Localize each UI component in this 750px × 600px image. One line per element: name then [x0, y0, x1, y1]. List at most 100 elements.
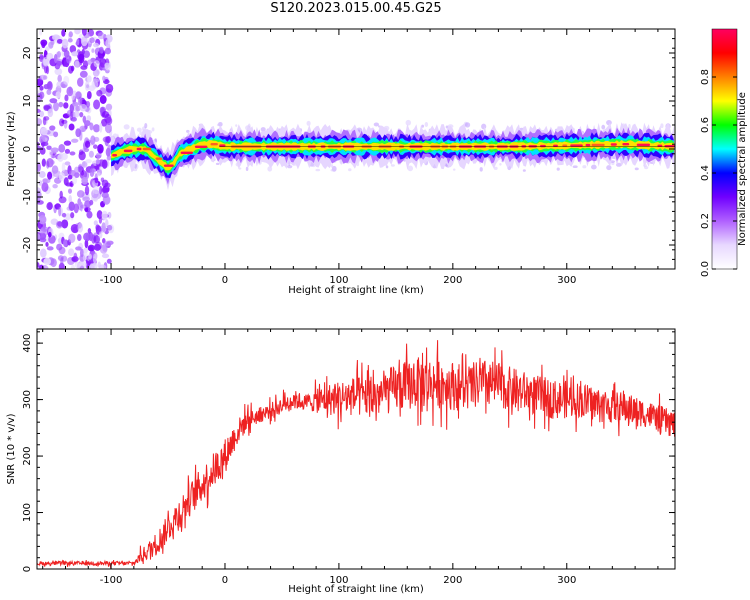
- noise-blob: [37, 46, 43, 53]
- noise-blob: [81, 177, 88, 185]
- noise-blob: [73, 203, 79, 214]
- noise-blob: [86, 90, 92, 100]
- noise-blob: [64, 148, 71, 154]
- colorbar-tick-label: 0.0: [700, 261, 711, 277]
- noise-blob: [63, 102, 69, 109]
- noise-blob: [80, 36, 88, 47]
- noise-blob: [56, 60, 62, 66]
- noise-blob: [54, 68, 63, 76]
- noise-blob: [93, 60, 100, 68]
- noise-blob: [53, 101, 59, 112]
- noise-blob: [59, 190, 63, 199]
- noise-blob: [42, 56, 50, 67]
- noise-blob: [89, 168, 95, 177]
- noise-blob: [74, 166, 80, 175]
- spectrogram-marks: [37, 29, 675, 269]
- noise-blob: [84, 81, 90, 91]
- x-tick-label: 0: [222, 275, 228, 286]
- y-tick-label: 10: [22, 95, 33, 108]
- noise-blob: [107, 211, 112, 219]
- y-tick-label: -20: [22, 237, 33, 253]
- noise-blob: [91, 48, 95, 53]
- noise-blob: [72, 101, 79, 107]
- noise-blob: [93, 220, 98, 226]
- noise-blob: [58, 144, 66, 153]
- faint-dot: [133, 168, 138, 172]
- noise-blob: [84, 185, 90, 196]
- noise-blob: [93, 42, 100, 48]
- noise-blob: [82, 60, 89, 68]
- noise-blob: [46, 81, 52, 89]
- noise-blob: [68, 123, 75, 131]
- noise-blob: [47, 108, 54, 118]
- noise-blob: [63, 239, 68, 247]
- x-tick-label: 0: [222, 575, 228, 586]
- y-tick-label: 0: [22, 146, 33, 152]
- noise-blob: [86, 210, 93, 219]
- noise-blob: [75, 246, 82, 251]
- noise-blob: [52, 170, 61, 178]
- noise-blob: [99, 185, 103, 195]
- noise-blob: [50, 147, 59, 153]
- noise-blob: [104, 240, 112, 247]
- faint-dot: [260, 127, 266, 132]
- noise-blob: [42, 178, 51, 184]
- noise-blob: [60, 257, 64, 267]
- noise-blob: [57, 74, 62, 83]
- noise-blob: [89, 37, 95, 44]
- noise-blob: [74, 261, 80, 269]
- noise-blob: [105, 219, 109, 228]
- noise-blob: [101, 111, 110, 118]
- faint-dot: [315, 168, 321, 172]
- noise-blob: [46, 145, 52, 151]
- noise-blob: [45, 46, 50, 52]
- noise-blob: [101, 187, 108, 194]
- noise-blob: [92, 253, 97, 264]
- faint-dot: [591, 164, 597, 170]
- noise-blob: [70, 264, 76, 269]
- noise-blob: [89, 199, 94, 206]
- noise-blob: [61, 38, 69, 49]
- noise-blob: [74, 29, 81, 35]
- faint-dot: [601, 124, 606, 130]
- noise-blob: [84, 140, 91, 148]
- noise-blob: [37, 146, 42, 151]
- faint-dot: [493, 166, 498, 170]
- faint-dot: [660, 123, 664, 129]
- x-tick-label: 200: [443, 275, 462, 286]
- noise-blob: [84, 239, 89, 249]
- noise-blob: [61, 212, 67, 218]
- noise-blob: [79, 265, 85, 269]
- noise-blob: [96, 89, 103, 97]
- noise-blob: [37, 118, 43, 126]
- faint-dot: [373, 122, 380, 127]
- x-tick-label: 100: [329, 575, 348, 586]
- noise-blob: [69, 45, 77, 54]
- noise-blob: [69, 103, 74, 114]
- noise-blob: [40, 127, 48, 136]
- y-tick-label: 200: [22, 447, 33, 466]
- noise-blob: [92, 144, 98, 149]
- faint-dot: [634, 167, 639, 171]
- noise-blob: [93, 124, 100, 133]
- noise-blob: [63, 75, 70, 85]
- noise-blob: [77, 77, 84, 87]
- noise-blob: [37, 261, 40, 268]
- noise-blob: [63, 50, 70, 58]
- faint-dot: [286, 165, 293, 169]
- colorbar-ticks: 0.0 0.2 0.4 0.6 0.8 Normalized spectral ampli…: [700, 69, 748, 277]
- x-tick-label: 300: [557, 275, 576, 286]
- faint-dot: [479, 167, 483, 172]
- noise-blob: [81, 127, 85, 132]
- noise-blob: [68, 31, 73, 38]
- noise-blob: [46, 202, 53, 211]
- y-tick-label: 100: [22, 503, 33, 522]
- faint-dot: [215, 162, 220, 166]
- noise-blob: [87, 59, 93, 65]
- noise-blob: [104, 47, 112, 55]
- noise-blob: [65, 213, 71, 221]
- faint-dot: [582, 165, 587, 169]
- noise-blob: [58, 172, 65, 181]
- noise-blob: [39, 29, 43, 36]
- faint-dot: [330, 168, 336, 172]
